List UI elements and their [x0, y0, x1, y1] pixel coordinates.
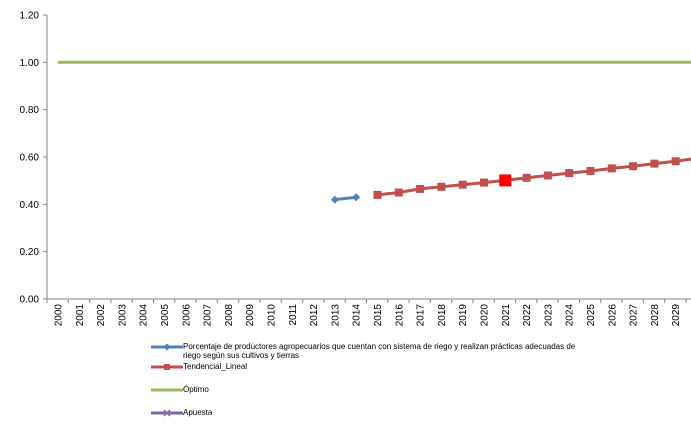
y-tick-label: 0.40 [20, 200, 40, 211]
legend-swatch-optimo [151, 388, 183, 392]
x-tick-label: 2021 [501, 304, 512, 327]
data-point-square [437, 182, 446, 191]
data-point-square [586, 166, 595, 175]
x-tick-label: 2024 [565, 304, 576, 327]
legend-item-porcentaje: Porcentaje de productores agropecuarios … [150, 342, 590, 368]
x-tick-label: 2008 [224, 304, 235, 327]
x-tick-label: 2005 [160, 304, 171, 327]
legend-swatch-apuesta [151, 409, 183, 417]
x-tick-label: 2012 [309, 304, 320, 327]
data-point-square [458, 180, 467, 189]
data-point-square [543, 171, 552, 180]
data-point-square [671, 157, 680, 166]
data-point-diamond [330, 195, 339, 204]
series-layer [58, 60, 691, 204]
x-tick-label: 2023 [543, 304, 554, 327]
legend-label-porcentaje: Porcentaje de productores agropecuarios … [183, 342, 576, 360]
data-point-square [565, 169, 574, 178]
x-tick-label: 2013 [330, 304, 341, 327]
x-tick-label: 2003 [117, 304, 128, 327]
data-point-square [522, 173, 531, 182]
x-tick-label: 2025 [586, 304, 597, 327]
x-tick-label: 2014 [352, 304, 363, 327]
x-tick-label: 2011 [288, 304, 299, 326]
x-tick-label: 2015 [373, 304, 384, 327]
x-tick-label: 2009 [245, 304, 256, 327]
highlight-point [499, 174, 512, 187]
axes: 0.00 0.20 0.40 0.60 0.80 1.00 1.20 2000 2001 2002… [20, 11, 691, 327]
x-tick-label: 2020 [480, 304, 491, 327]
data-point-square [480, 178, 488, 187]
x-tick-label: 2010 [267, 304, 278, 327]
x-tick-label: 2018 [437, 304, 448, 327]
data-point-square [629, 162, 638, 171]
x-tick-label: 2027 [629, 304, 640, 327]
data-point-diamond [352, 193, 361, 202]
x-tick-label: 2028 [650, 304, 661, 327]
legend-item-apuesta: Apuesta [150, 408, 590, 426]
legend: Porcentaje de productores agropecuarios … [150, 342, 590, 426]
x-tick-label: 2002 [96, 304, 107, 327]
x-tick-label: 2019 [458, 304, 469, 327]
data-point-square [650, 159, 659, 168]
x-tick-label: 2022 [522, 304, 533, 327]
y-tick-label: 1.20 [20, 11, 40, 22]
legend-item-tendencial: Tendencial_Lineal [150, 362, 590, 380]
data-point-square [373, 190, 382, 199]
legend-swatch-porcentaje [151, 343, 183, 351]
x-tick-label: 2029 [671, 304, 682, 327]
x-tick-label: 2007 [203, 304, 214, 327]
y-tick-label: 1.00 [20, 58, 40, 69]
x-tick-label: 2017 [416, 304, 427, 327]
x-tick-label: 2016 [394, 304, 405, 327]
y-tick-label: 0.60 [20, 153, 40, 164]
legend-label-tendencial: Tendencial_Lineal [183, 362, 248, 371]
data-point-square [394, 188, 403, 197]
y-tick-label: 0.00 [20, 295, 40, 306]
x-tick-label: 2001 [75, 304, 86, 327]
data-point-square [607, 164, 616, 173]
legend-swatch-tendencial [151, 364, 183, 370]
y-tick-label: 0.80 [20, 105, 40, 116]
series-line-1 [377, 157, 691, 197]
legend-label-optimo: Óptimo [183, 385, 209, 394]
x-tick-label: 2004 [139, 304, 150, 327]
y-tick-label: 0.20 [20, 247, 40, 258]
legend-label-apuesta: Apuesta [183, 408, 213, 417]
x-tick-label: 2006 [181, 304, 192, 327]
x-tick-label: 2000 [54, 304, 65, 327]
legend-item-optimo: Óptimo [150, 385, 590, 403]
data-point-square [416, 184, 425, 193]
x-tick-label: 2026 [607, 304, 618, 327]
